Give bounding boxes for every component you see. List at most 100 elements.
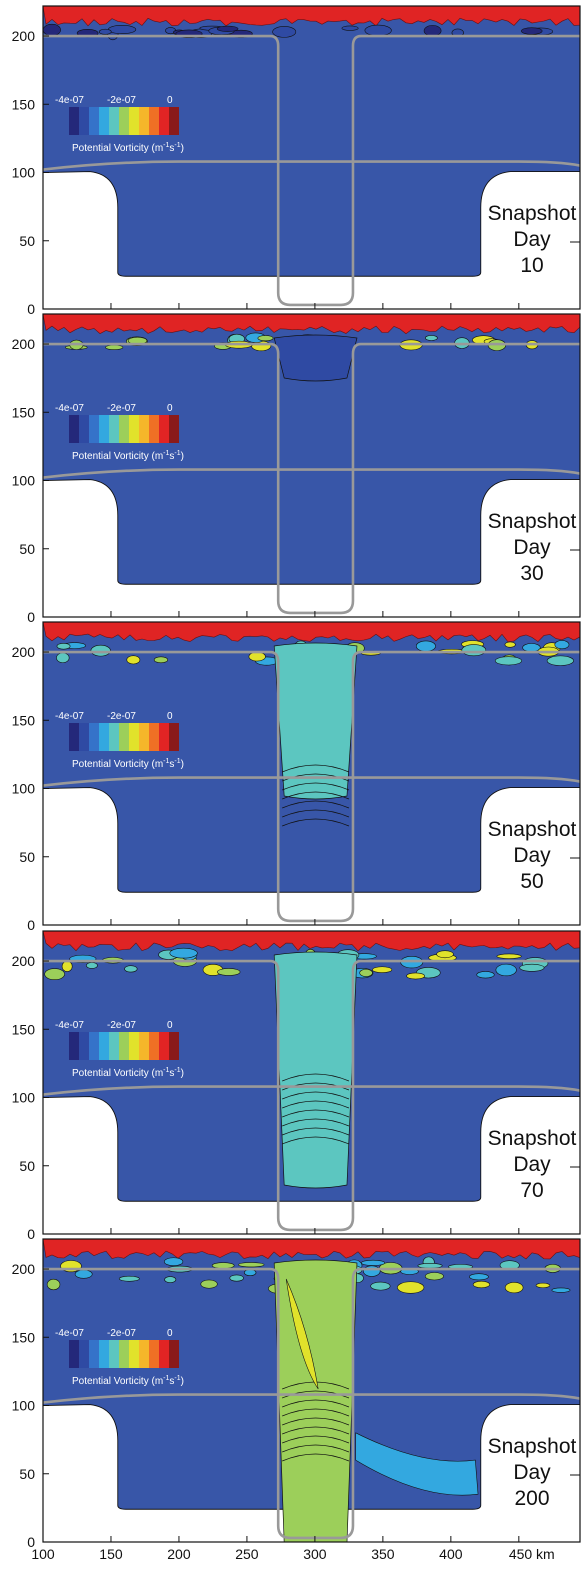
panel-frame [42,313,581,618]
pv-plume [273,951,358,1189]
y-tick-label: 100 [12,1090,36,1106]
colorbar-swatch [139,723,149,751]
colorbar-swatch [149,1032,159,1060]
y-tick-label: 200 [12,644,36,660]
colorbar-tick-label: -2e-07 [107,95,136,106]
day-value: 50 [520,870,543,893]
snapshot-label: Snapshot [488,202,577,225]
eddy-contour [164,1257,184,1267]
y-tick-label: 50 [19,849,35,865]
panel-day-70: 0 50 100 150 200 -4e-07 -2e-07 0 Potential Vorti… [12,930,581,1242]
eddy-contour [521,27,543,35]
eddy-contour [238,1262,265,1268]
colorbar-title: Potential Vorticity (m-1s-1) [72,1375,184,1387]
colorbar-title: Potential Vorticity (m-1s-1) [72,450,184,462]
pv-plume [273,334,358,382]
colorbar-tick-label: 0 [167,1020,173,1031]
eddy-contour [406,972,425,980]
eddy-contour [90,644,111,657]
eddy-contour [535,1282,551,1289]
eddy-contour [461,644,487,657]
colorbar-swatch [149,723,159,751]
eddy-contour [504,1282,524,1294]
colorbar-swatch [69,415,79,443]
x-tick-label: 300 [303,1546,327,1562]
colorbar-tick-label: -4e-07 [55,95,84,106]
y-tick-label: 0 [27,917,35,933]
wave-contour [282,1453,350,1462]
surface-pv-band [43,314,580,335]
eddy-contour [397,1281,425,1294]
eddy-contour [56,652,70,664]
eddy-contour [370,1281,391,1291]
eddy-contour [200,1279,218,1289]
wave-contour [282,1127,350,1136]
x-tick-label: 450 km [509,1546,555,1562]
y-tick-label: 0 [27,1534,35,1550]
colorbar-tick-label: 0 [167,403,173,414]
colorbar: -4e-07 -2e-07 0 Potential Vorticity (m-1s-1… [55,1020,184,1079]
pv-plume [273,1259,358,1542]
wave-contour [282,818,350,827]
shelf-outline [43,1085,580,1096]
panel-frame [42,621,581,926]
colorbar-swatch [99,415,109,443]
eddy-contour [519,963,545,972]
pv-spread [355,1432,479,1496]
eddy-contour [217,968,241,976]
eddy-contour [469,1273,489,1281]
eddy-contour [415,640,436,652]
colorbar-tick-label: 0 [167,1328,173,1339]
land-mask [43,171,580,309]
eddy-contour [476,971,495,979]
eddy-contour [546,655,574,666]
y-tick-label: 150 [12,1329,36,1345]
day-label: Day [513,1461,551,1484]
eddy-contour [494,656,523,666]
pv-field [43,622,580,925]
panel-frame [42,5,581,310]
eddy-contour [126,655,141,665]
wave-contour [282,1136,350,1145]
panel-day-30: 0 50 100 150 200 -4e-07 -2e-07 0 Potential Vorti… [12,313,581,625]
eddy-contour [551,1287,571,1293]
eddy-contour [243,1269,257,1277]
y-tick-label: 200 [12,28,36,44]
surface-pv-band [43,6,580,27]
colorbar-swatch [79,1340,89,1368]
colorbar-tick-label: -2e-07 [107,403,136,414]
colorbar-swatch [89,107,99,135]
x-tick-label: 150 [99,1546,123,1562]
colorbar-swatch [129,415,139,443]
land-mask [43,479,580,617]
eddy-contour [504,641,516,648]
colorbar-tick-label: -2e-07 [107,711,136,722]
surface-pv-band [43,1239,580,1260]
colorbar-title: Potential Vorticity (m-1s-1) [72,758,184,770]
colorbar-swatch [169,1032,179,1060]
colorbar-swatch [169,415,179,443]
eddy-contour [164,1276,177,1283]
wave-contour [282,1444,350,1453]
eddy-contour [61,960,73,972]
snapshot-label: Snapshot [488,1435,577,1458]
pv-plume [273,642,358,800]
eddy-contour [43,23,61,36]
day-value: 70 [520,1179,543,1202]
eddy-contour [436,950,454,959]
eddy-contour [153,656,169,664]
colorbar: -4e-07 -2e-07 0 Potential Vorticity (m-1s-1… [55,403,184,462]
day-label: Day [513,844,551,867]
eddy-contour [364,24,392,37]
y-tick-label: 0 [27,609,35,625]
colorbar-tick-label: -4e-07 [55,1020,84,1031]
pv-core [285,1278,319,1390]
colorbar-swatch [129,1340,139,1368]
wave-contour [282,809,350,818]
eddy-contour [424,1272,444,1281]
panel-day-50: 0 50 100 150 200 -4e-07 -2e-07 0 Potential Vorti… [12,621,581,933]
y-tick-label: 200 [12,953,36,969]
eddy-contour [56,642,71,650]
x-tick-label: 400 [439,1546,463,1562]
